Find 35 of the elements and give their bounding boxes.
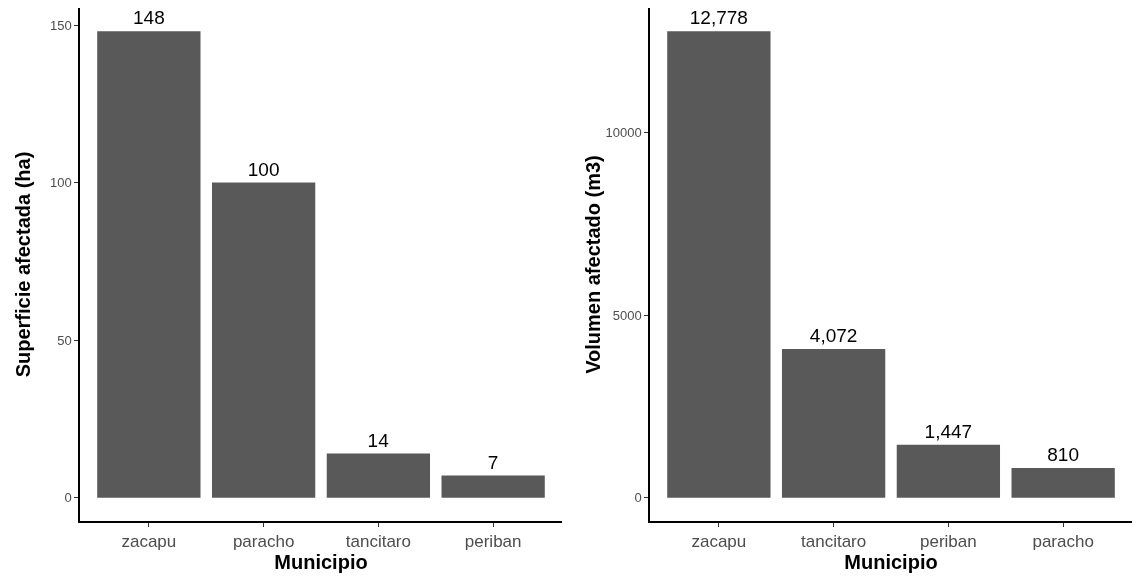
bar [97, 31, 201, 498]
y-tick-label: 100 [49, 175, 72, 191]
bar [326, 453, 431, 498]
data-label: 1,447 [924, 420, 973, 442]
x-tick-label: zacapu [691, 532, 747, 552]
x-tick-label: paracho [232, 532, 295, 552]
y-tick-label: 150 [49, 17, 72, 33]
x-axis-title: Municipio [844, 551, 938, 574]
bar [896, 444, 1001, 498]
y-tick-label: 0 [634, 490, 642, 506]
bar [211, 182, 316, 498]
data-label: 4,072 [809, 325, 858, 347]
data-label: 14 [367, 429, 390, 451]
data-label: 148 [133, 7, 165, 29]
data-label: 810 [1047, 444, 1079, 466]
y-tick-label: 10000 [605, 125, 642, 141]
x-tick-label: tancitaro [801, 532, 867, 552]
x-tick-label: periban [464, 532, 522, 552]
bar [1011, 468, 1115, 498]
bar [441, 475, 545, 498]
y-tick-label: 5000 [612, 307, 642, 323]
data-label: 7 [487, 451, 499, 473]
x-axis-title: Municipio [274, 551, 368, 574]
data-label: 100 [247, 158, 280, 180]
bar [667, 31, 771, 498]
x-tick-label: tancitaro [345, 532, 411, 552]
x-tick-label: zacapu [121, 532, 177, 552]
bar [781, 349, 886, 498]
data-label: 12,778 [689, 7, 748, 29]
y-tick-label: 50 [57, 332, 72, 348]
y-tick-label: 0 [64, 490, 72, 506]
x-tick-label: paracho [1032, 532, 1094, 552]
y-axis-title: Volumen afectado (m3) [581, 155, 604, 374]
x-tick-label: periban [920, 532, 977, 552]
y-axis-title: Superficie afectada (ha) [11, 151, 34, 378]
